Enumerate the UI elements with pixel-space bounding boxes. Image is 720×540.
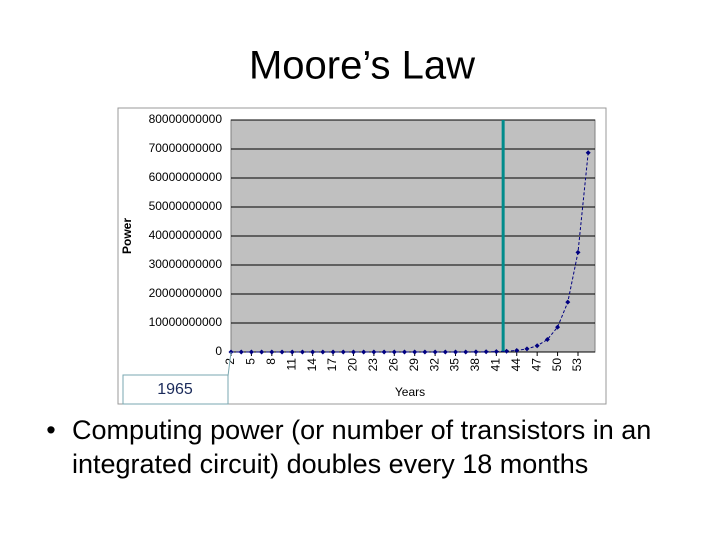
data-point xyxy=(248,349,254,355)
chart: Moore’s Law 0 10000000000 20000000000 30000… xyxy=(117,44,607,405)
data-point xyxy=(565,299,571,305)
x-tick-label: 23 xyxy=(366,358,380,372)
y-tick-label: 80000000000 xyxy=(149,112,223,126)
data-point xyxy=(524,346,530,352)
x-tick-label: 47 xyxy=(529,358,543,372)
data-point xyxy=(381,349,387,355)
callout-box xyxy=(122,374,229,405)
data-point xyxy=(310,349,316,355)
x-tick-label: 11 xyxy=(284,358,298,371)
y-tick-label: 10000000000 xyxy=(149,315,223,329)
x-tick-label: 5 xyxy=(244,358,258,365)
y-axis-title: Power xyxy=(120,218,134,254)
bullet-text: Computing power (or number of transistor… xyxy=(72,415,652,479)
data-point xyxy=(361,349,367,355)
callout-line xyxy=(227,351,232,377)
data-point xyxy=(442,349,448,355)
y-tick-label: 50000000000 xyxy=(149,199,223,213)
data-point xyxy=(350,349,356,355)
y-tick-label: 70000000000 xyxy=(149,141,223,155)
data-point xyxy=(534,343,540,349)
x-axis-title: Years xyxy=(395,385,425,399)
data-point xyxy=(575,249,581,255)
data-point xyxy=(279,349,285,355)
data-point xyxy=(330,349,336,355)
x-tick-label: 38 xyxy=(468,358,482,372)
x-tick-label: 53 xyxy=(570,358,584,372)
x-tick-label: 29 xyxy=(407,358,421,372)
data-point xyxy=(585,150,591,156)
data-point xyxy=(371,349,377,355)
x-tick-label: 8 xyxy=(264,358,278,365)
x-tick-label: 50 xyxy=(550,358,564,372)
data-point xyxy=(493,349,499,355)
y-tick-label: 60000000000 xyxy=(149,170,223,184)
x-tick-label: 41 xyxy=(489,358,503,372)
data-point xyxy=(299,349,305,355)
x-tick-label: 44 xyxy=(509,358,523,372)
data-point xyxy=(289,349,295,355)
y-tick-label: 20000000000 xyxy=(149,286,223,300)
data-point xyxy=(483,349,489,355)
bullet: • Computing power (or number of transisto… xyxy=(30,413,690,481)
data-point xyxy=(544,337,550,343)
y-tick-label: 30000000000 xyxy=(149,257,223,271)
data-point xyxy=(432,349,438,355)
data-point xyxy=(259,349,265,355)
data-point xyxy=(453,349,459,355)
x-tick-label: 26 xyxy=(386,358,400,372)
data-point xyxy=(320,349,326,355)
y-tick-label: 40000000000 xyxy=(149,228,223,242)
bullet-dot: • xyxy=(46,415,56,445)
slide-title: Moore’s Law xyxy=(249,44,475,88)
data-point xyxy=(504,348,510,354)
x-tick-label: 32 xyxy=(427,358,441,372)
data-point xyxy=(391,349,397,355)
data-point xyxy=(238,349,244,355)
data-point xyxy=(412,349,418,355)
data-point xyxy=(555,324,561,330)
x-tick-label: 20 xyxy=(346,358,360,372)
data-point xyxy=(422,349,428,355)
data-point xyxy=(340,349,346,355)
y-tick-label: 0 xyxy=(215,344,222,358)
data-point xyxy=(401,349,407,355)
x-tick-label: 14 xyxy=(305,358,319,372)
x-tick-label: 35 xyxy=(448,358,462,372)
data-point xyxy=(269,349,275,355)
callout-text: 1965 xyxy=(157,381,193,398)
data-point xyxy=(463,349,469,355)
data-point xyxy=(473,349,479,355)
data-point xyxy=(514,347,520,353)
x-tick-label: 17 xyxy=(325,358,339,372)
